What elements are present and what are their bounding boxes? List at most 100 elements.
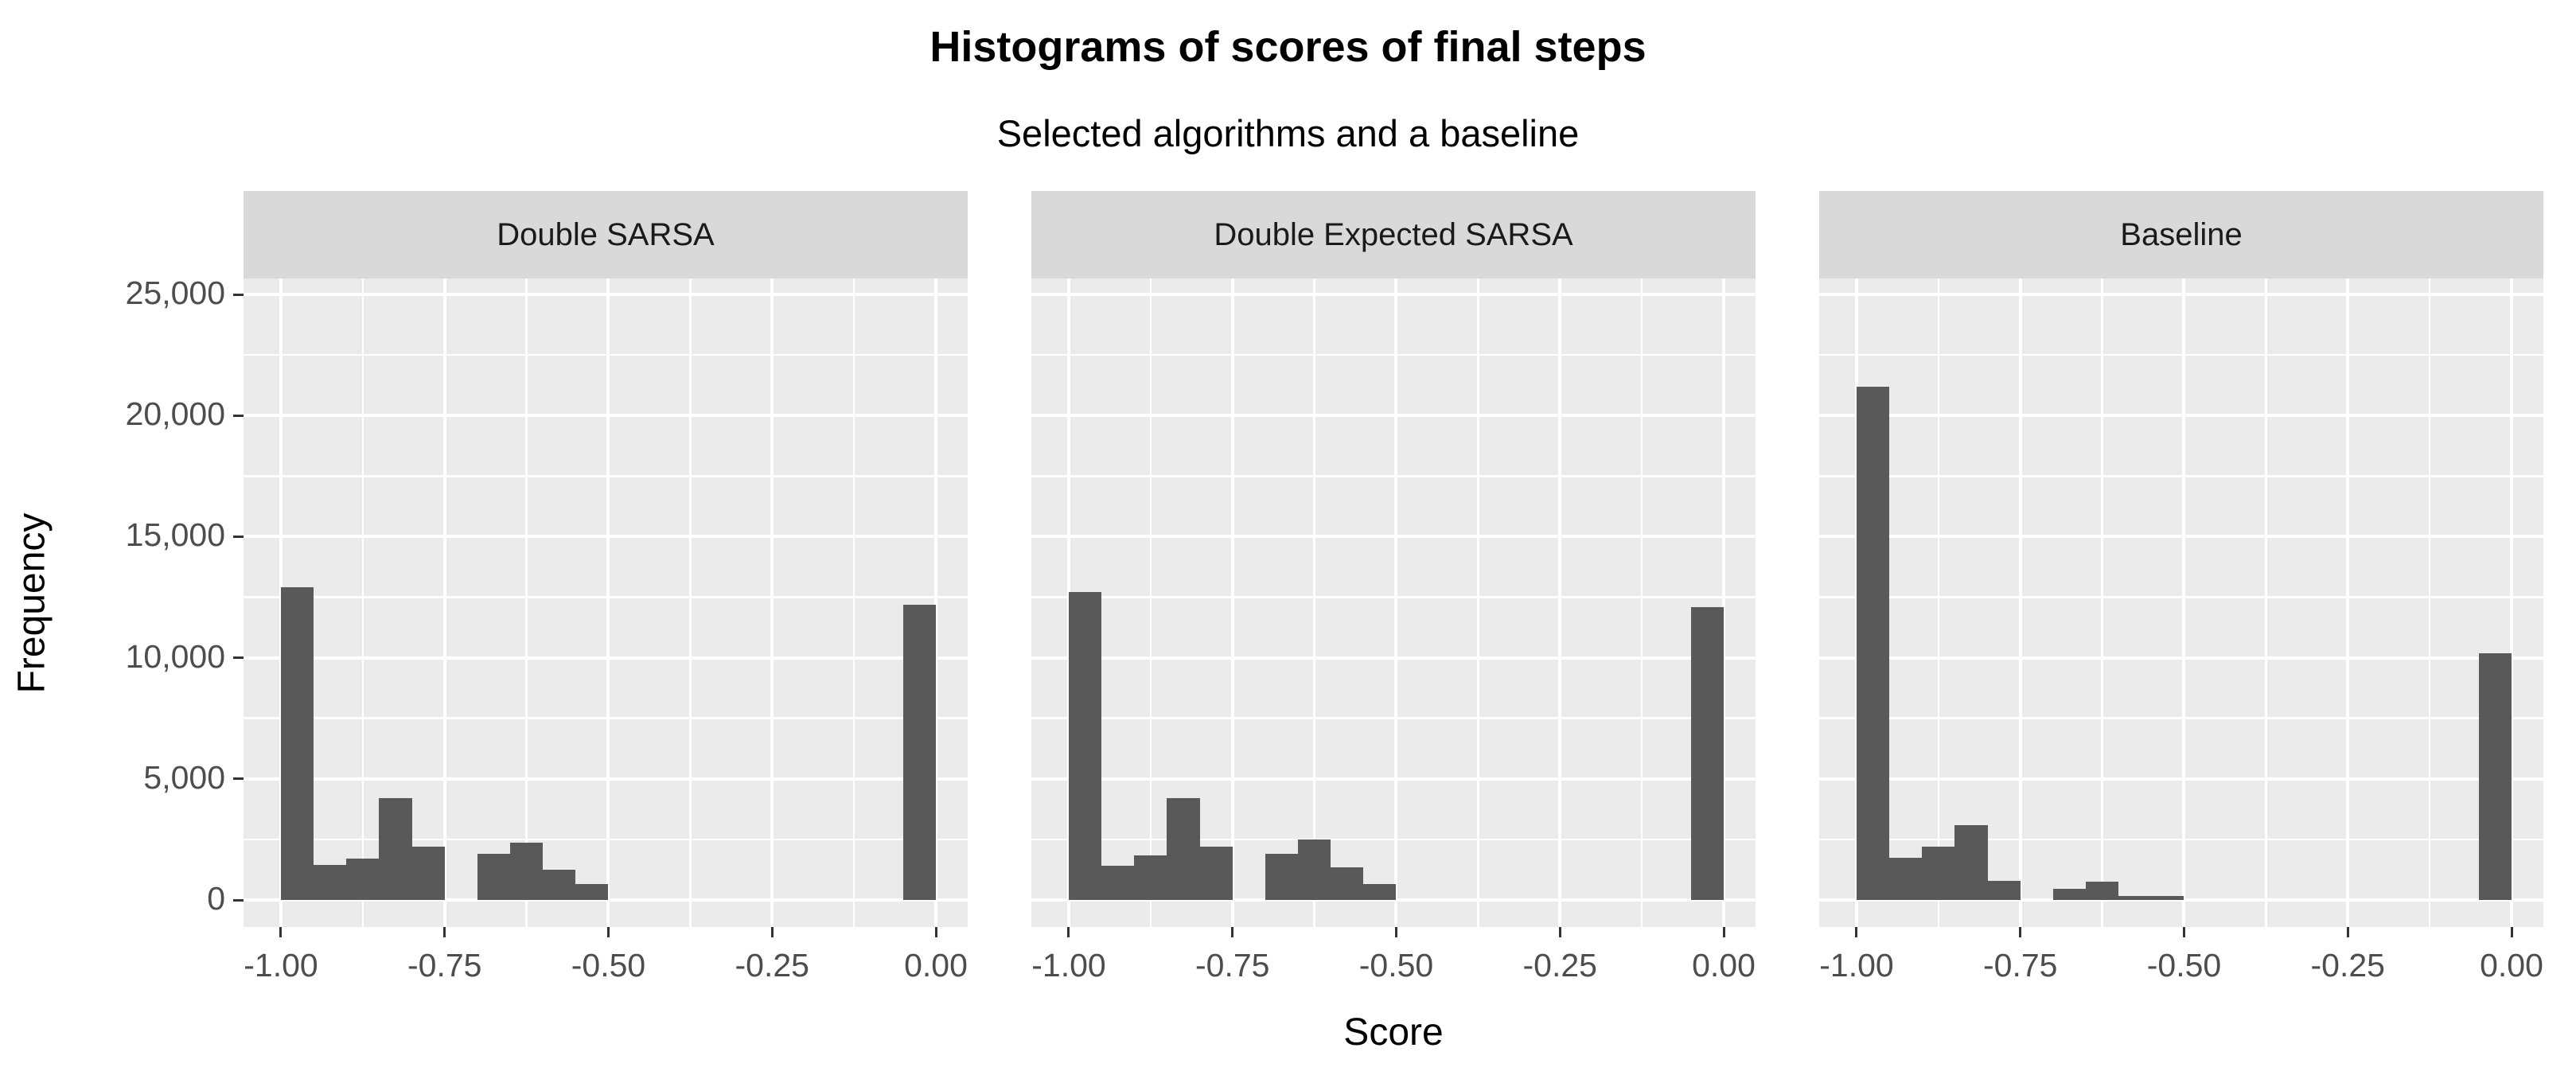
gridline-y-major	[1031, 777, 1756, 781]
histogram-bar	[902, 604, 936, 900]
gridline-x-major	[2018, 279, 2022, 927]
plot-area	[1031, 279, 1756, 927]
x-axis-tick-label: -0.75	[407, 947, 482, 984]
x-axis-tick	[1722, 927, 1725, 937]
gridline-x-minor	[1937, 279, 1940, 927]
gridline-y-major	[1031, 535, 1756, 539]
x-axis-tick	[2182, 927, 2185, 937]
gridline-y-minor	[1031, 353, 1756, 356]
gridline-y-minor	[244, 717, 968, 719]
gridline-y-minor	[244, 475, 968, 477]
histogram-bar	[1987, 880, 2021, 900]
histogram-bar	[1690, 606, 1724, 900]
x-axis-tick	[2510, 927, 2513, 937]
gridline-x-major	[770, 279, 774, 927]
gridline-x-minor	[2101, 279, 2103, 927]
x-axis-tick-label: -0.25	[735, 947, 809, 984]
gridline-x-minor	[525, 279, 528, 927]
gridline-y-major	[1031, 293, 1756, 296]
gridline-y-major	[1819, 898, 2543, 902]
x-axis-tick	[770, 927, 774, 937]
gridline-y-minor	[1819, 353, 2543, 356]
gridline-y-minor	[244, 353, 968, 356]
histogram-bar	[1101, 866, 1135, 900]
gridline-y-minor	[1819, 717, 2543, 719]
y-axis-tick-label: 5,000	[143, 758, 225, 796]
facet-strip-label: Baseline	[1819, 191, 2543, 279]
facet-panel: Double SARSA -1.00 -0.75 -0.50 -0.25 0.00 0 5,0…	[126, 191, 968, 984]
histogram-bar	[1298, 839, 1331, 900]
gridline-y-major	[244, 414, 968, 418]
gridline-y-minor	[1819, 596, 2543, 598]
histogram-bar	[2151, 896, 2184, 900]
y-axis-tick-label: 0	[207, 880, 225, 917]
histogram-bar	[1954, 824, 1988, 900]
histogram-bar	[1856, 386, 1890, 900]
gridline-x-major	[2182, 279, 2186, 927]
gridline-x-major	[2510, 279, 2513, 927]
x-axis-tick	[1394, 927, 1397, 937]
gridline-x-minor	[1640, 279, 1643, 927]
gridline-y-major	[1819, 656, 2543, 660]
chart-subtitle: Selected algorithms and a baseline	[996, 112, 1580, 154]
histogram-bar	[1265, 854, 1299, 900]
gridline-y-major	[244, 293, 968, 296]
gridline-y-major	[244, 777, 968, 781]
plot-area	[1819, 279, 2543, 927]
histogram-bar	[1199, 847, 1233, 900]
histogram-bar	[477, 854, 511, 900]
gridline-y-major	[1031, 656, 1756, 660]
x-axis-tick	[1558, 927, 1561, 937]
x-axis-tick-label: -1.00	[1031, 947, 1106, 984]
histogram-bar	[1889, 857, 1923, 900]
y-axis-tick	[233, 656, 244, 660]
histogram-bar	[1331, 867, 1364, 900]
y-axis-tick	[233, 414, 244, 417]
gridline-y-major	[1819, 293, 2543, 296]
histogram-bar	[1363, 884, 1397, 900]
gridline-y-major	[1819, 777, 2543, 781]
x-axis-tick-label: -0.25	[2310, 947, 2385, 984]
gridline-y-minor	[244, 838, 968, 841]
gridline-x-major	[934, 279, 937, 927]
histogram-bar	[1134, 855, 1167, 900]
histogram-bar	[346, 859, 380, 900]
gridline-y-major	[1819, 535, 2543, 539]
gridline-y-major	[1031, 414, 1756, 418]
y-axis-tick-label: 25,000	[125, 275, 225, 311]
facet-panel: Double Expected SARSA -1.00 -0.75 -0.50 -0.2…	[1031, 191, 1756, 984]
gridline-x-minor	[2428, 279, 2431, 927]
facet-strip-label: Double Expected SARSA	[1031, 191, 1756, 279]
gridline-y-minor	[1819, 838, 2543, 841]
facet-panel: Baseline -1.00 -0.75 -0.50 -0.25 0.00	[1819, 191, 2543, 984]
x-axis-tick-label: -0.50	[2146, 947, 2222, 984]
histogram-bar	[2052, 889, 2087, 900]
histogram-bar	[575, 884, 609, 900]
gridline-y-major	[244, 535, 968, 539]
x-axis-tick	[1231, 927, 1234, 937]
x-axis-tick	[934, 927, 937, 937]
x-axis-tick-label: 0.00	[904, 947, 968, 984]
histogram-bar	[411, 847, 445, 900]
x-axis-title: Score	[1343, 1011, 1444, 1054]
gridline-y-minor	[1031, 475, 1756, 477]
x-axis-tick-label: -0.75	[1195, 947, 1270, 984]
x-axis-tick-label: -1.00	[1819, 947, 1894, 984]
x-axis-tick-label: -0.50	[1358, 947, 1434, 984]
chart-title: Histograms of scores of final steps	[929, 23, 1647, 71]
gridline-y-minor	[1819, 475, 2543, 477]
histogram-bar	[543, 869, 576, 900]
x-axis-tick	[279, 927, 283, 937]
gridline-y-minor	[1031, 717, 1756, 719]
gridline-x-minor	[1313, 279, 1315, 927]
x-axis-tick-label: -0.50	[571, 947, 646, 984]
histogram-bar	[2086, 882, 2119, 900]
histogram-bar	[379, 798, 412, 900]
gridline-x-minor	[1477, 279, 1479, 927]
gridline-y-minor	[1031, 596, 1756, 598]
y-axis-tick	[233, 777, 244, 781]
x-axis-tick-label: 0.00	[2480, 947, 2543, 984]
gridline-x-major	[442, 279, 446, 927]
gridline-y-major	[244, 898, 968, 902]
